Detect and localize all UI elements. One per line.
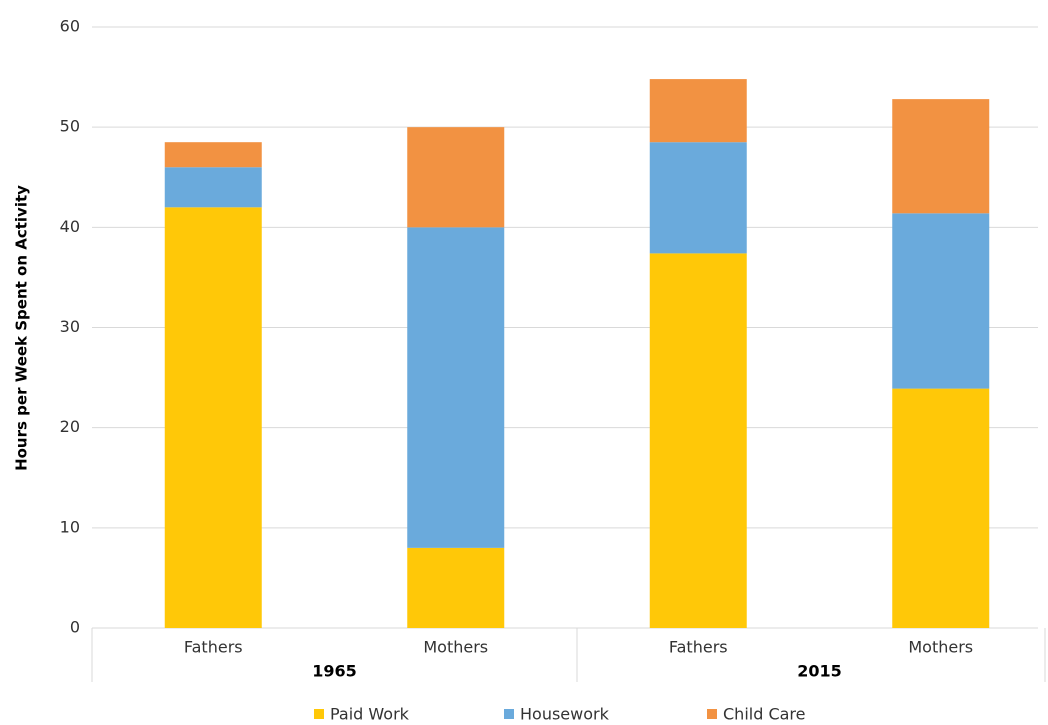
bar-segment bbox=[164, 207, 262, 629]
bar-segment bbox=[892, 213, 990, 389]
legend-swatch bbox=[314, 709, 324, 719]
x-tick-label: Fathers bbox=[669, 638, 728, 657]
legend-label: Child Care bbox=[723, 705, 806, 724]
bar-segment bbox=[649, 79, 747, 143]
y-tick-label: 40 bbox=[60, 217, 80, 236]
y-tick-label: 20 bbox=[60, 417, 80, 436]
y-axis-label: Hours per Week Spent on Activity bbox=[13, 185, 31, 471]
y-tick-label: 30 bbox=[60, 317, 80, 336]
group-label: 1965 bbox=[312, 662, 357, 681]
legend-swatch bbox=[504, 709, 514, 719]
legend-label: Paid Work bbox=[330, 705, 410, 724]
y-tick-label: 0 bbox=[70, 618, 80, 637]
bar-segment bbox=[649, 142, 747, 254]
bar-segment bbox=[407, 127, 505, 228]
x-tick-label: Mothers bbox=[908, 638, 973, 657]
bar-segment bbox=[892, 99, 990, 214]
x-tick-label: Mothers bbox=[423, 638, 488, 657]
bar-segment bbox=[164, 142, 262, 168]
bar-segment bbox=[407, 227, 505, 548]
group-label: 2015 bbox=[797, 662, 842, 681]
legend-label: Housework bbox=[520, 705, 610, 724]
legend-swatch bbox=[707, 709, 717, 719]
bar-segment bbox=[892, 388, 990, 628]
y-tick-label: 10 bbox=[60, 517, 80, 536]
bar-segment bbox=[407, 547, 505, 628]
y-tick-label: 50 bbox=[60, 117, 80, 136]
bar-segment bbox=[649, 253, 747, 629]
y-tick-label: 60 bbox=[60, 17, 80, 36]
x-tick-label: Fathers bbox=[184, 638, 243, 657]
bar-segment bbox=[164, 167, 262, 208]
